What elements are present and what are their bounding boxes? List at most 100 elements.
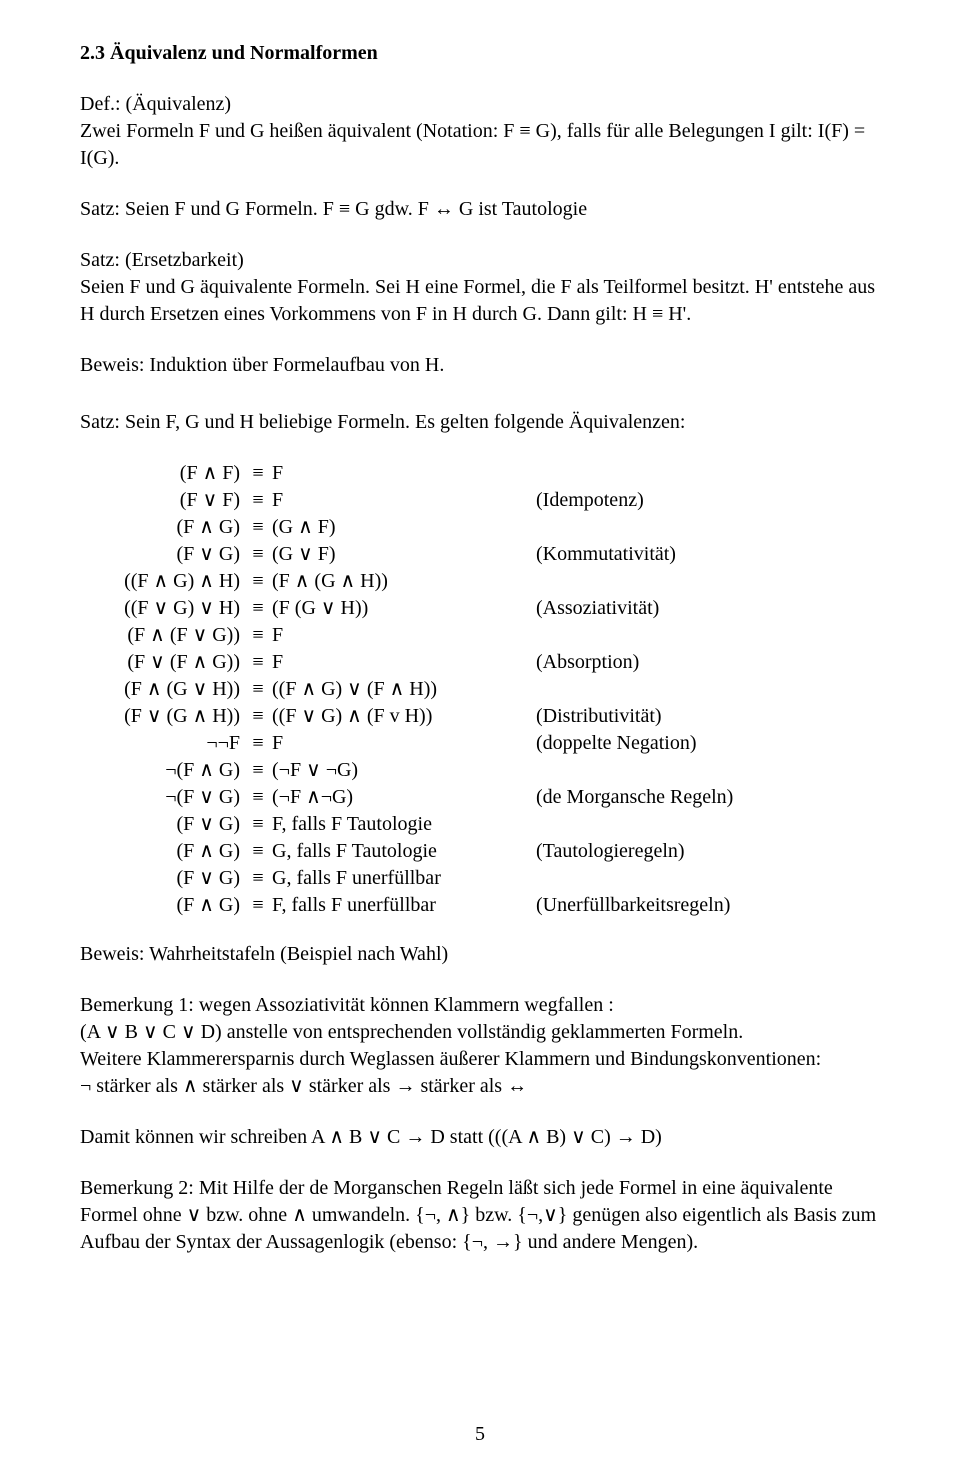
equiv-right: G, falls F Tautologie: [272, 838, 536, 865]
page-number: 5: [0, 1421, 960, 1448]
equivalence-row: (F ∧ G) ≡ G, falls F Tautologie (Tautolo…: [80, 838, 733, 865]
equiv-name: (Kommutativität): [536, 541, 733, 568]
equiv-symbol: ≡: [244, 460, 272, 487]
equiv-right: (F ∧ (G ∧ H)): [272, 568, 536, 595]
equiv-left: (F ∧ (G ∨ H)): [80, 676, 244, 703]
equivalence-row: (F ∨ F) ≡ F (Idempotenz): [80, 487, 733, 514]
equiv-left: (F ∨ G): [80, 811, 244, 838]
equivalence-row: ¬¬F ≡ F (doppelte Negation): [80, 730, 733, 757]
equiv-right: F: [272, 622, 536, 649]
equiv-right: (G ∧ F): [272, 514, 536, 541]
equiv-name: [536, 514, 733, 541]
theorem-equivalences: Satz: Sein F, G und H beliebige Formeln.…: [80, 409, 880, 436]
equiv-name: [536, 865, 733, 892]
equiv-right: (F (G ∨ H)): [272, 595, 536, 622]
equiv-left: (F ∧ G): [80, 892, 244, 919]
equiv-symbol: ≡: [244, 784, 272, 811]
proof-truth-tables: Beweis: Wahrheitstafeln (Beispiel nach W…: [80, 941, 880, 968]
equiv-name: [536, 622, 733, 649]
proof-induction: Beweis: Induktion über Formelaufbau von …: [80, 352, 880, 379]
equiv-name: [536, 460, 733, 487]
equivalence-row: (F ∨ (G ∧ H)) ≡ ((F ∨ G) ∧ (F v H)) (Dis…: [80, 703, 733, 730]
equivalence-row: (F ∧ F) ≡ F: [80, 460, 733, 487]
equiv-symbol: ≡: [244, 811, 272, 838]
equiv-right: G, falls F unerfüllbar: [272, 865, 536, 892]
remark-2: Bemerkung 2: Mit Hilfe der de Morgansche…: [80, 1175, 880, 1256]
equiv-right: ((F ∨ G) ∧ (F v H)): [272, 703, 536, 730]
equiv-name: [536, 811, 733, 838]
equiv-right: F, falls F unerfüllbar: [272, 892, 536, 919]
equiv-left: (F ∧ G): [80, 514, 244, 541]
equiv-symbol: ≡: [244, 541, 272, 568]
equiv-symbol: ≡: [244, 703, 272, 730]
remark-1-line-2: (A ∨ B ∨ C ∨ D) anstelle von entsprechen…: [80, 1019, 880, 1046]
remark-1-line-4: ¬ stärker als ∧ stärker als ∨ stärker al…: [80, 1073, 880, 1100]
section-title: 2.3 Äquivalenz und Normalformen: [80, 40, 880, 67]
equiv-name: (Absorption): [536, 649, 733, 676]
equiv-left: (F ∨ F): [80, 487, 244, 514]
equiv-name: (Assoziativität): [536, 595, 733, 622]
equiv-right: (¬F ∧¬G): [272, 784, 536, 811]
equiv-name: [536, 568, 733, 595]
equiv-symbol: ≡: [244, 649, 272, 676]
equiv-symbol: ≡: [244, 892, 272, 919]
example-rewrite: Damit können wir schreiben A ∧ B ∨ C → D…: [80, 1124, 880, 1151]
equiv-symbol: ≡: [244, 730, 272, 757]
equiv-left: (F ∨ G): [80, 865, 244, 892]
equivalence-row: ((F ∧ G) ∧ H) ≡ (F ∧ (G ∧ H)): [80, 568, 733, 595]
equiv-symbol: ≡: [244, 622, 272, 649]
equivalence-row: (F ∨ (F ∧ G)) ≡ F (Absorption): [80, 649, 733, 676]
theorem-replacement: Satz: (Ersetzbarkeit) Seien F und G äqui…: [80, 247, 880, 328]
equiv-left: (F ∨ G): [80, 541, 244, 568]
equivalence-row: ((F ∨ G) ∨ H) ≡ (F (G ∨ H)) (Assoziativi…: [80, 595, 733, 622]
equiv-right: (¬F ∨ ¬G): [272, 757, 536, 784]
equivalence-row: (F ∧ G) ≡ (G ∧ F): [80, 514, 733, 541]
equiv-right: F: [272, 649, 536, 676]
equiv-left: (F ∧ G): [80, 838, 244, 865]
equivalence-row: (F ∧ (F ∨ G)) ≡ F: [80, 622, 733, 649]
equiv-name: (Unerfüllbarkeitsregeln): [536, 892, 733, 919]
equiv-right: (G ∨ F): [272, 541, 536, 568]
equiv-name: (Distributivität): [536, 703, 733, 730]
equiv-name: [536, 676, 733, 703]
equiv-left: ¬¬F: [80, 730, 244, 757]
equiv-right: F: [272, 487, 536, 514]
equiv-symbol: ≡: [244, 595, 272, 622]
equiv-name: (Tautologieregeln): [536, 838, 733, 865]
equiv-left: (F ∧ (F ∨ G)): [80, 622, 244, 649]
equiv-name: (doppelte Negation): [536, 730, 733, 757]
equiv-name: (Idempotenz): [536, 487, 733, 514]
equivalence-row: (F ∧ G) ≡ F, falls F unerfüllbar (Unerfü…: [80, 892, 733, 919]
remark-1-line-1: Bemerkung 1: wegen Assoziativität können…: [80, 992, 880, 1019]
equiv-symbol: ≡: [244, 487, 272, 514]
definition-block: Def.: (Äquivalenz) Zwei Formeln F und G …: [80, 91, 880, 172]
equivalence-row: ¬(F ∧ G) ≡ (¬F ∨ ¬G): [80, 757, 733, 784]
equiv-right: ((F ∧ G) ∨ (F ∧ H)): [272, 676, 536, 703]
equiv-symbol: ≡: [244, 757, 272, 784]
equiv-name: (de Morgansche Regeln): [536, 784, 733, 811]
definition-head: Def.: (Äquivalenz): [80, 91, 880, 118]
equiv-left: (F ∨ (F ∧ G)): [80, 649, 244, 676]
equiv-name: [536, 757, 733, 784]
theorem-replacement-head: Satz: (Ersetzbarkeit): [80, 247, 880, 274]
equiv-symbol: ≡: [244, 865, 272, 892]
equiv-symbol: ≡: [244, 838, 272, 865]
equiv-right: F: [272, 730, 536, 757]
equiv-left: (F ∨ (G ∧ H)): [80, 703, 244, 730]
equivalence-row: (F ∧ (G ∨ H)) ≡ ((F ∧ G) ∨ (F ∧ H)): [80, 676, 733, 703]
theorem-replacement-body: Seien F und G äquivalente Formeln. Sei H…: [80, 274, 880, 328]
definition-body: Zwei Formeln F und G heißen äquivalent (…: [80, 118, 880, 172]
equiv-left: ((F ∨ G) ∨ H): [80, 595, 244, 622]
equivalence-table: (F ∧ F) ≡ F (F ∨ F) ≡ F (Idempotenz) (F …: [80, 460, 733, 919]
equivalence-row: ¬(F ∨ G) ≡ (¬F ∧¬G) (de Morgansche Regel…: [80, 784, 733, 811]
equiv-left: (F ∧ F): [80, 460, 244, 487]
equiv-right: F, falls F Tautologie: [272, 811, 536, 838]
equivalence-row: (F ∨ G) ≡ F, falls F Tautologie: [80, 811, 733, 838]
equivalence-row: (F ∨ G) ≡ G, falls F unerfüllbar: [80, 865, 733, 892]
equivalence-row: (F ∨ G) ≡ (G ∨ F) (Kommutativität): [80, 541, 733, 568]
remark-1: Bemerkung 1: wegen Assoziativität können…: [80, 992, 880, 1100]
equiv-symbol: ≡: [244, 514, 272, 541]
equiv-symbol: ≡: [244, 676, 272, 703]
theorem-equiv-tautology: Satz: Seien F und G Formeln. F ≡ G gdw. …: [80, 196, 880, 223]
equiv-left: ¬(F ∧ G): [80, 757, 244, 784]
